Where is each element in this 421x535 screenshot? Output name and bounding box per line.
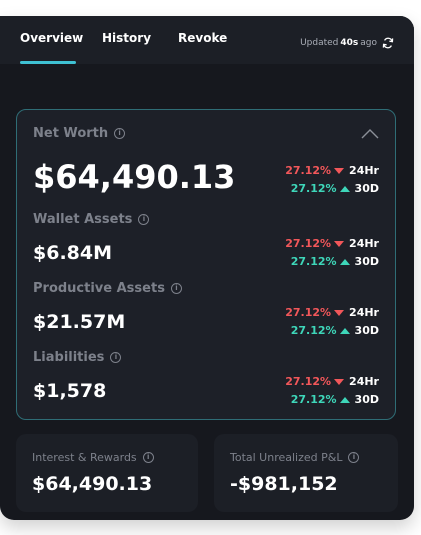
liabilities-value: $1,578 (33, 380, 107, 402)
change-percent: 27.12% (285, 306, 332, 319)
unrealized-pnl-value: -$981,152 (230, 473, 338, 495)
active-tab-indicator (20, 61, 76, 64)
period-label: 24Hr (349, 237, 379, 250)
tab-overview[interactable]: Overview (20, 31, 84, 45)
liabilities-label: Liabilities i (33, 350, 122, 365)
change-percent: 27.12% (285, 375, 332, 388)
arrow-up-icon (339, 258, 350, 265)
productive-assets-change-24h: 27.12% 24Hr (285, 306, 379, 319)
tab-history[interactable]: History (102, 31, 152, 45)
info-icon[interactable]: i (114, 128, 126, 139)
interest-rewards-label-text: Interest & Rewards (32, 451, 137, 464)
updated-status: Updated 40s ago (300, 37, 394, 49)
updated-suffix: ago (360, 38, 377, 48)
period-label: 30D (354, 324, 379, 337)
info-icon[interactable]: i (348, 452, 360, 463)
change-percent: 27.12% (290, 393, 337, 406)
change-percent: 27.12% (290, 324, 337, 337)
period-label: 30D (354, 255, 379, 268)
change-percent: 27.12% (290, 255, 337, 268)
liabilities-change-30d: 27.12% 30D (291, 393, 379, 406)
wallet-assets-label-text: Wallet Assets (33, 212, 133, 227)
unrealized-pnl-label-text: Total Unrealized P&L (230, 451, 343, 464)
chevron-up-icon[interactable] (361, 128, 379, 140)
productive-assets-change-30d: 27.12% 30D (291, 324, 379, 337)
arrow-down-icon (334, 240, 345, 247)
interest-rewards-label: Interest & Rewards i (32, 451, 154, 464)
wallet-assets-change-30d: 27.12% 30D (291, 255, 379, 268)
info-icon[interactable]: i (170, 283, 182, 294)
wallet-assets-change-24h: 27.12% 24Hr (285, 237, 379, 250)
net-worth-label: Net Worth i (33, 126, 126, 141)
arrow-down-icon (334, 378, 345, 385)
liabilities-change-24h: 27.12% 24Hr (285, 375, 379, 388)
interest-rewards-value: $64,490.13 (32, 473, 153, 495)
change-percent: 27.12% (285, 164, 332, 177)
productive-assets-value: $21.57M (33, 311, 126, 333)
wallet-assets-value: $6.84M (33, 242, 113, 264)
arrow-down-icon (334, 167, 345, 174)
summary-panel: Net Worth i $64,490.13 27.12% 24Hr 27.12… (16, 109, 396, 420)
period-label: 30D (354, 182, 379, 195)
refresh-icon[interactable] (382, 37, 394, 49)
period-label: 30D (354, 393, 379, 406)
interest-rewards-card: Interest & Rewards i $64,490.13 (16, 434, 198, 512)
liabilities-label-text: Liabilities (33, 350, 105, 365)
unrealized-pnl-label: Total Unrealized P&L i (230, 451, 360, 464)
period-label: 24Hr (349, 375, 379, 388)
net-worth-label-text: Net Worth (33, 126, 109, 141)
net-worth-value: $64,490.13 (33, 158, 236, 196)
productive-assets-label-text: Productive Assets (33, 281, 165, 296)
info-icon[interactable]: i (110, 352, 122, 363)
net-worth-change-24h: 27.12% 24Hr (285, 164, 379, 177)
updated-time: 40s (340, 38, 359, 48)
info-icon[interactable]: i (142, 452, 154, 463)
arrow-up-icon (339, 396, 350, 403)
period-label: 24Hr (349, 164, 379, 177)
updated-prefix: Updated (300, 38, 339, 48)
net-worth-change-30d: 27.12% 30D (291, 182, 379, 195)
tab-bar: Overview History Revoke Updated 40s ago (0, 16, 414, 64)
change-percent: 27.12% (285, 237, 332, 250)
arrow-up-icon (339, 185, 350, 192)
productive-assets-label: Productive Assets i (33, 281, 182, 296)
arrow-up-icon (339, 327, 350, 334)
tab-revoke[interactable]: Revoke (178, 31, 228, 45)
info-icon[interactable]: i (138, 214, 150, 225)
portfolio-card: Overview History Revoke Updated 40s ago … (0, 16, 414, 520)
arrow-down-icon (334, 309, 345, 316)
unrealized-pnl-card: Total Unrealized P&L i -$981,152 (214, 434, 398, 512)
change-percent: 27.12% (290, 182, 337, 195)
wallet-assets-label: Wallet Assets i (33, 212, 150, 227)
period-label: 24Hr (349, 306, 379, 319)
